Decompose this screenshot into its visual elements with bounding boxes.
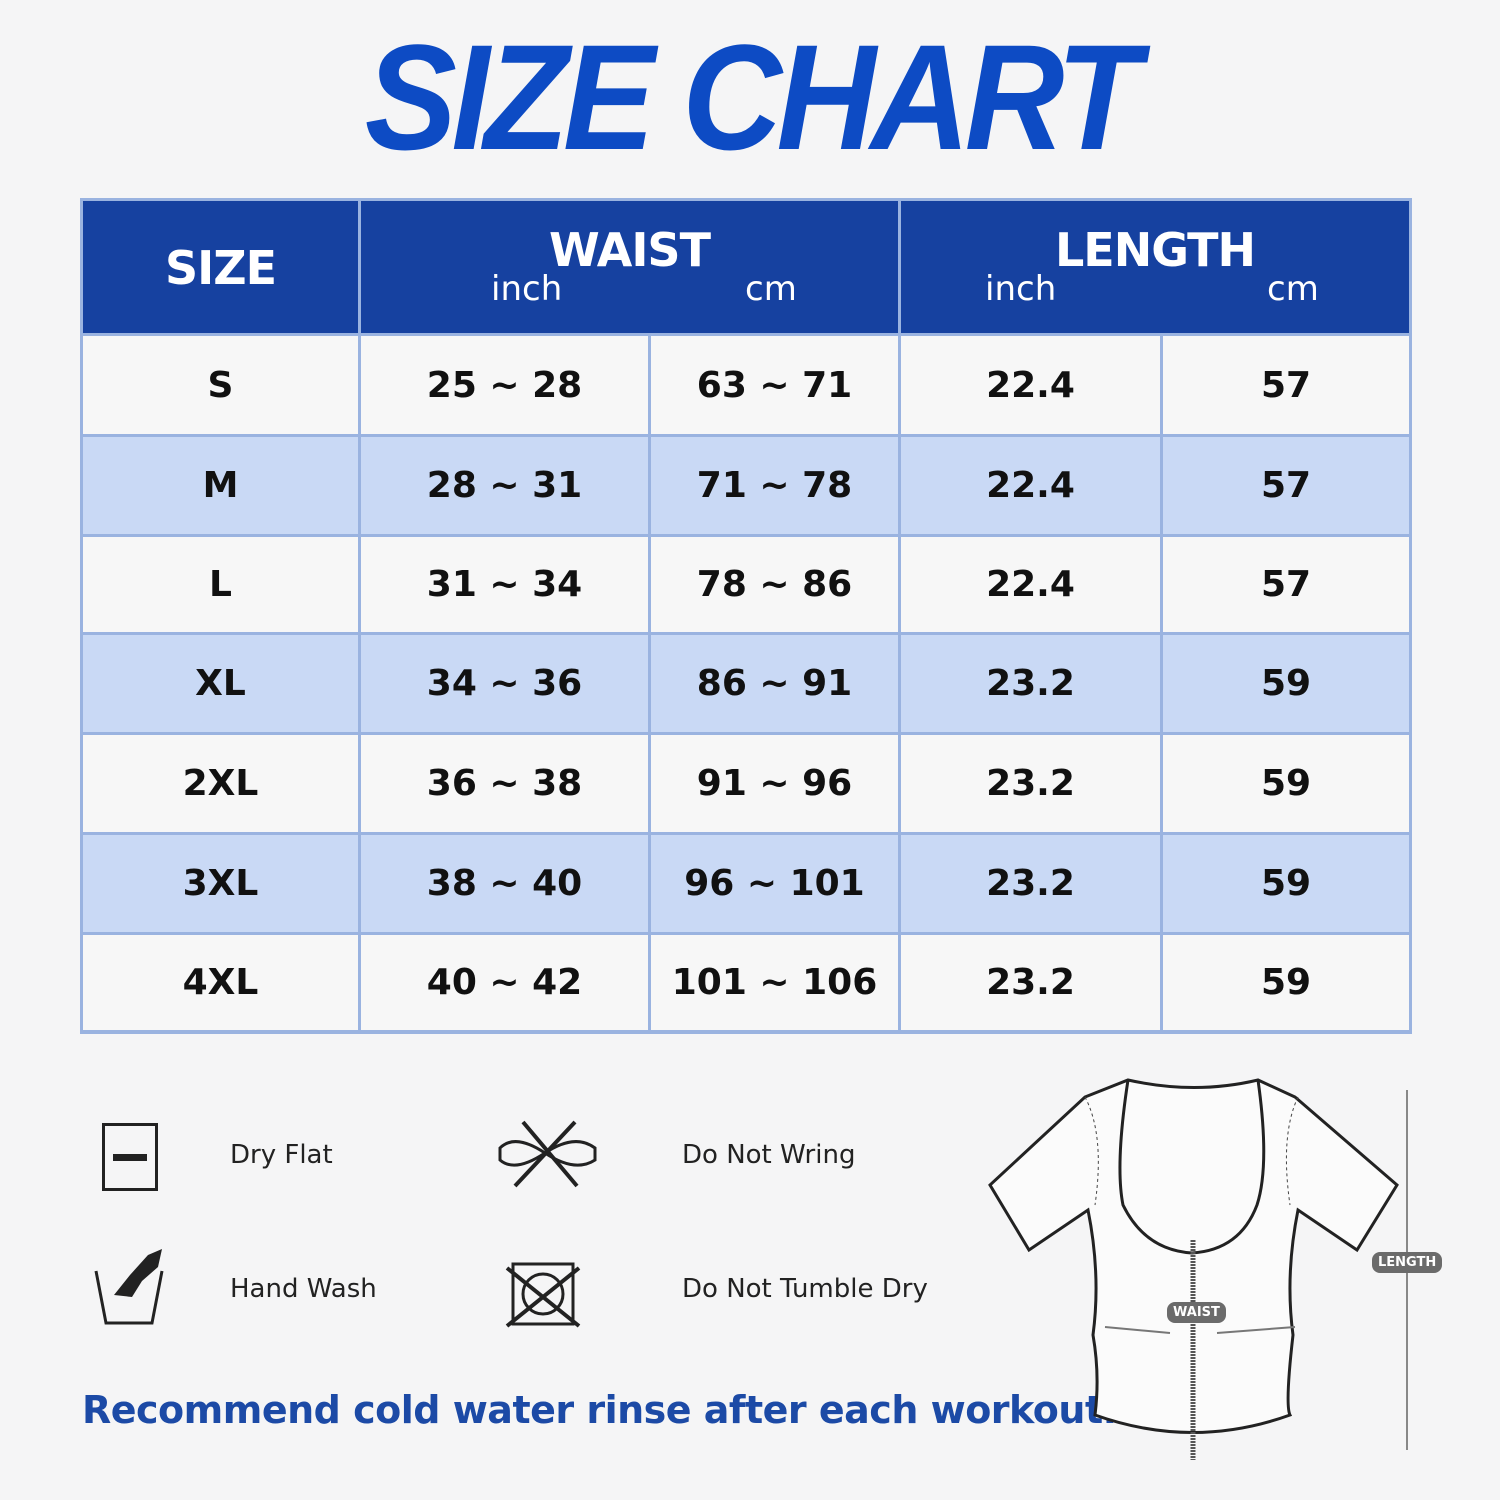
header-waist-cm: cm (745, 269, 797, 309)
care-note: Recommend cold water rinse after each wo… (82, 1388, 1117, 1432)
cell-waist-cm: 96 ~ 101 (651, 835, 898, 932)
header-length: LENGTH inch cm (901, 201, 1409, 333)
cell-waist-cm: 63 ~ 71 (651, 336, 898, 434)
cell-length-cm: 57 (1163, 437, 1409, 534)
cell-waist-inch: 28 ~ 31 (361, 437, 648, 534)
care-label-do-not-wring: Do Not Wring (682, 1140, 856, 1170)
cell-waist-cm: 86 ~ 91 (651, 635, 898, 732)
cell-waist-cm: 78 ~ 86 (651, 537, 898, 632)
cell-size: XL (83, 635, 358, 732)
cell-size: 3XL (83, 835, 358, 932)
cell-length-inch: 22.4 (901, 336, 1160, 434)
header-waist-label: WAIST (549, 223, 711, 277)
cell-waist-inch: 25 ~ 28 (361, 336, 648, 434)
cell-size: S (83, 336, 358, 434)
cell-length-inch: 23.2 (901, 835, 1160, 932)
cell-waist-inch: 38 ~ 40 (361, 835, 648, 932)
cell-length-cm: 59 (1163, 735, 1409, 832)
do-not-wring-icon (498, 1120, 597, 1188)
cell-waist-inch: 31 ~ 34 (361, 537, 648, 632)
dry-flat-icon (102, 1123, 158, 1191)
header-length-label: LENGTH (1054, 223, 1256, 277)
cell-length-cm: 59 (1163, 935, 1409, 1030)
care-label-hand-wash: Hand Wash (230, 1274, 377, 1304)
cell-waist-inch: 34 ~ 36 (361, 635, 648, 732)
cell-length-cm: 57 (1163, 336, 1409, 434)
hand-wash-icon (94, 1249, 164, 1325)
cell-size: 2XL (83, 735, 358, 832)
size-table: SIZE WAIST inch cm LENGTH inch cm S 25 ~ … (80, 198, 1412, 1034)
cell-waist-inch: 36 ~ 38 (361, 735, 648, 832)
cell-length-inch: 22.4 (901, 437, 1160, 534)
cell-length-inch: 23.2 (901, 735, 1160, 832)
cell-size: L (83, 537, 358, 632)
cell-length-inch: 23.2 (901, 935, 1160, 1030)
care-label-dry-flat: Dry Flat (230, 1140, 333, 1170)
cell-waist-cm: 101 ~ 106 (651, 935, 898, 1030)
cell-length-inch: 23.2 (901, 635, 1160, 732)
header-length-inch: inch (985, 269, 1057, 309)
length-label: LENGTH (1372, 1252, 1443, 1273)
header-size-label: SIZE (164, 241, 277, 295)
garment-diagram (988, 1078, 1399, 1460)
waist-label: WAIST (1167, 1302, 1226, 1323)
header-waist: WAIST inch cm (361, 201, 898, 333)
cell-length-cm: 59 (1163, 635, 1409, 732)
page-title: SIZE CHART (364, 13, 1141, 181)
header-waist-inch: inch (491, 269, 563, 309)
cell-length-inch: 22.4 (901, 537, 1160, 632)
cell-size: 4XL (83, 935, 358, 1030)
care-label-do-not-tumble-dry: Do Not Tumble Dry (682, 1274, 928, 1304)
cell-length-cm: 57 (1163, 537, 1409, 632)
cell-waist-cm: 71 ~ 78 (651, 437, 898, 534)
header-length-cm: cm (1267, 269, 1319, 309)
do-not-tumble-dry-icon (505, 1262, 581, 1328)
cell-waist-inch: 40 ~ 42 (361, 935, 648, 1030)
cell-waist-cm: 91 ~ 96 (651, 735, 898, 832)
cell-size: M (83, 437, 358, 534)
header-size: SIZE (83, 201, 358, 333)
cell-length-cm: 59 (1163, 835, 1409, 932)
